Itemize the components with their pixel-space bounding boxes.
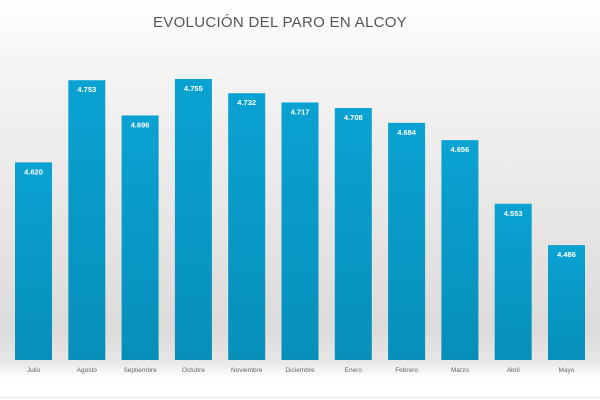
x-tick-label: Enero (345, 367, 363, 374)
data-label: 4.696 (131, 120, 150, 129)
data-label: 4.708 (344, 113, 363, 122)
bar-agosto (68, 80, 106, 360)
bar-septiembre (121, 115, 159, 360)
bar-enero (334, 108, 372, 361)
bar-diciembre (281, 102, 319, 360)
x-tick-label: Julio (27, 367, 41, 374)
data-label: 4.753 (77, 85, 96, 94)
bar-noviembre (228, 93, 266, 360)
x-tick-label: Marzo (451, 367, 469, 374)
bar-mayo (548, 245, 585, 360)
data-label: 4.755 (184, 84, 203, 93)
data-label: 4.732 (237, 98, 256, 107)
bar-abril (494, 203, 532, 360)
bar-octubre (174, 79, 212, 360)
x-tick-label: Septiembre (123, 367, 157, 374)
data-label: 4.656 (451, 145, 470, 154)
data-label: 4.486 (557, 250, 576, 259)
x-tick-label: Agosto (77, 367, 98, 374)
data-label: 4.684 (397, 128, 417, 137)
x-tick-label: Abril (507, 367, 521, 374)
data-label: 4.717 (291, 107, 310, 116)
chart-title: EVOLUCIÓN DEL PARO EN ALCOY (152, 14, 407, 31)
x-tick-label: Noviembre (231, 367, 263, 374)
data-label: 4.620 (24, 167, 43, 176)
x-tick-label: Febrero (395, 367, 418, 374)
bar-julio (15, 162, 52, 360)
bar-marzo (441, 140, 479, 360)
x-tick-label: Octubre (182, 367, 206, 374)
x-tick-label: Mayo (559, 367, 575, 374)
data-label: 4.553 (504, 209, 523, 218)
x-tick-label: Diciembre (285, 367, 315, 374)
bar-febrero (388, 122, 426, 360)
